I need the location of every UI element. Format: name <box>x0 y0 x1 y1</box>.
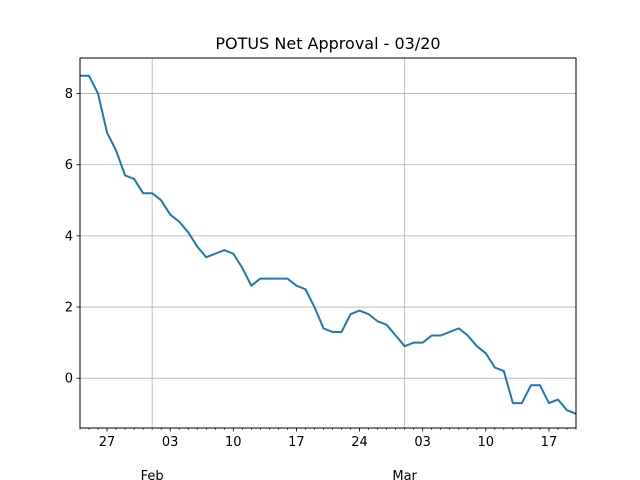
y-tick-label: 2 <box>65 301 73 316</box>
x-month-label: Feb <box>141 469 164 480</box>
x-tick-label: 03 <box>162 435 179 450</box>
series-line <box>80 74 577 415</box>
y-tick-label: 6 <box>65 158 73 173</box>
plot-frame <box>79 57 577 429</box>
y-axis: 0 2 4 6 8 <box>65 87 80 387</box>
x-tick-label: 17 <box>288 435 305 450</box>
x-tick-label: 10 <box>225 435 242 450</box>
grid-lines <box>80 58 576 428</box>
x-tick-label: 27 <box>99 435 116 450</box>
x-tick-label: 03 <box>414 435 431 450</box>
y-tick-label: 0 <box>65 372 73 387</box>
chart-title: POTUS Net Approval - 03/20 <box>215 34 440 53</box>
y-tick-label: 8 <box>65 87 73 102</box>
y-tick-label: 4 <box>65 229 73 244</box>
x-tick-label: 17 <box>541 435 558 450</box>
x-month-label: Mar <box>392 469 417 480</box>
x-axis: 27 03 10 17 24 03 10 17 Feb Mar <box>79 428 577 480</box>
x-tick-label: 24 <box>351 435 368 450</box>
x-tick-label: 10 <box>478 435 495 450</box>
series-layer <box>80 74 577 415</box>
